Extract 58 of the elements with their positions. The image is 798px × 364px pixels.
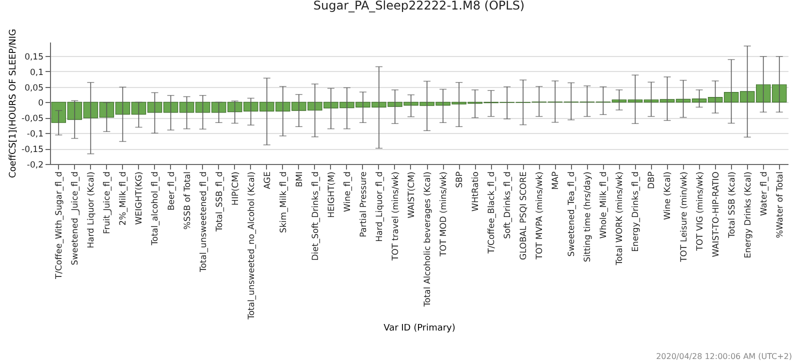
x-tick-label: Sweetened_Tea_fl_d bbox=[567, 172, 578, 257]
x-tick-label: 2%_Milk_fl_d bbox=[118, 172, 129, 226]
x-tick-label: Energy_Drinks_fl_d bbox=[631, 172, 642, 252]
x-tick-label: HIP(CM) bbox=[230, 172, 241, 206]
x-tick-label: Total_SSB_fl_d bbox=[214, 172, 225, 232]
x-tick-label: WAIST(CM) bbox=[406, 172, 417, 218]
x-tick-label: Hard_Liquor_fl_d bbox=[374, 172, 385, 242]
x-tick-label: Wine_fl_d bbox=[342, 172, 353, 212]
x-tick-label: TOT VIG (mins/wk) bbox=[695, 172, 706, 252]
x-tick-label: Energy Drinks (Kcal) bbox=[743, 172, 754, 258]
x-tick-label: Diet_Soft_Drinks_fl_d bbox=[310, 172, 321, 261]
x-tick-label: Total SSB (Kcal) bbox=[727, 172, 738, 239]
x-tick-label: Total_unsweeted_no_Alcohol (Kcal) bbox=[246, 172, 257, 320]
x-tick-label: TOT travel (mins/wk) bbox=[390, 172, 401, 262]
x-tick-label: Whole_Milk_fl_d bbox=[599, 172, 610, 239]
x-tick-label: WHtRatio bbox=[471, 172, 482, 212]
x-tick-label: Fruit_Juice_fl_d bbox=[102, 172, 113, 234]
text: 2020/04/28 12:00:06 AM (UTC+2) bbox=[656, 352, 792, 361]
x-tick-label: Wine (Kcal) bbox=[663, 172, 674, 220]
x-tick-label: SBP bbox=[455, 172, 466, 188]
x-tick-label: WEIGHT(KG) bbox=[134, 172, 145, 225]
y-tick-label: 0,1 bbox=[30, 68, 44, 78]
x-tick-label: Total_unsweetened_fl_d bbox=[198, 172, 209, 274]
y-tick-label: 0 bbox=[38, 98, 44, 109]
x-tick-label: TOT MVPA (mins/wk) bbox=[535, 172, 546, 260]
chart-title: Sugar_PA_Sleep22222-1.M8 (OPLS) bbox=[313, 0, 525, 12]
x-tick-label: Partial Pressure bbox=[358, 172, 369, 238]
x-tick-label: TOT Leisure (min/wk) bbox=[679, 172, 690, 263]
x-tick-label: Sweetened _Juice_fl_d bbox=[70, 172, 81, 266]
y-tick-label: 0,05 bbox=[24, 83, 44, 94]
y-tick-label: -0,2 bbox=[26, 160, 44, 170]
y-tick-label: -0,05 bbox=[22, 114, 44, 124]
x-tick-label: T/Coffee_Black_fl_d bbox=[487, 172, 498, 255]
y-tick-label: -0,15 bbox=[22, 145, 44, 156]
x-tick-label: Total WORK (mins/wk) bbox=[615, 172, 626, 266]
x-tick-label: HEIGHT(M) bbox=[326, 172, 337, 218]
x-tick-label: MAP bbox=[551, 172, 562, 190]
x-tick-label: BMI bbox=[294, 172, 305, 188]
x-tick-label: %Water of Total bbox=[775, 172, 786, 238]
x-tick-label: GLOBAL PSQI SCORE bbox=[519, 172, 530, 260]
x-tick-label: AGE bbox=[262, 172, 273, 190]
x-tick-label: T/Coffee_With_Sugar_fl_d bbox=[54, 172, 65, 280]
x-tick-label: Beer_fl_d bbox=[166, 172, 177, 211]
x-tick-label: %SSB of Total bbox=[182, 172, 193, 230]
y-tick-label: -0,1 bbox=[26, 130, 44, 140]
x-axis-title: Var ID (Primary) bbox=[384, 323, 456, 334]
x-tick-label: Water_fl_d bbox=[759, 172, 770, 216]
x-tick-label: WAIST-TO-HIP-RATIO bbox=[711, 171, 722, 258]
x-tick-label: Sitting time (hrs/day) bbox=[583, 172, 594, 262]
y-axis-title: CoeffCS[1](HOURS OF SLEEP/NIG bbox=[8, 28, 19, 178]
x-tick-label: Skim_Milk_fl_d bbox=[278, 172, 289, 233]
x-tick-label: DBP bbox=[647, 172, 658, 190]
x-tick-label: Total_alcohol_fl_d bbox=[150, 172, 161, 246]
x-tick-label: Soft_Drinks_fl_d bbox=[503, 172, 514, 239]
x-tick-label: Hard Liquor (Kcal) bbox=[86, 172, 97, 248]
x-tick-label: TOT MOD (mins/wk) bbox=[439, 172, 450, 258]
x-tick-label: Total Alcoholic beverages (Kcal) bbox=[423, 172, 434, 308]
y-tick-label: 0,15 bbox=[24, 52, 44, 62]
